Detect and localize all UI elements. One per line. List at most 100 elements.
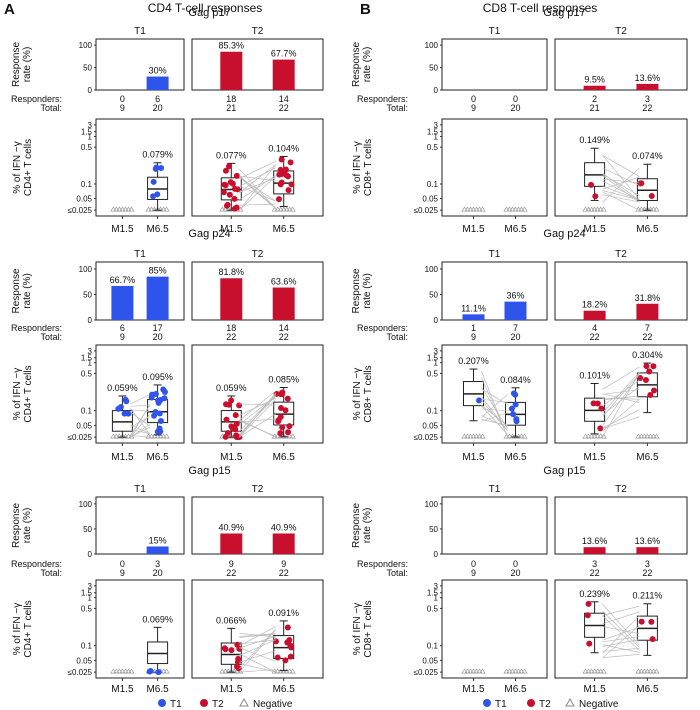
rate-plot-frame: [95, 38, 185, 91]
group-label: T1: [134, 484, 146, 495]
paired-line: [602, 398, 640, 432]
rate-bar: [636, 547, 659, 554]
y-axis-label-line: Response: [351, 503, 362, 548]
response-point: [224, 429, 231, 436]
paired-line: [602, 190, 640, 201]
group-t1: T1 09 M1.5 30% 620 M6.5 0.079%: [95, 26, 185, 235]
antigen-title: Gag p24: [543, 228, 585, 240]
y-axis-label-line: % of IFN −γ: [12, 603, 23, 656]
rate-data-label: 15%: [149, 535, 167, 545]
chart-a-gag-p24: Gag p24 Responserate (%) % of IFN −γCD4+ T…: [11, 228, 324, 463]
negative-marker: [219, 206, 226, 212]
negative-marker: [479, 433, 486, 439]
antigen-title: Gag p17: [543, 7, 585, 19]
pct-tick-label: ≤0.025: [414, 206, 439, 215]
negative-marker: [588, 206, 595, 212]
negative-marker: [509, 433, 516, 439]
antigen-title: Gag p24: [188, 228, 230, 240]
total-value: 22: [642, 568, 652, 578]
negative-marker: [277, 206, 284, 212]
paired-line: [481, 394, 508, 418]
negative-marker: [506, 668, 513, 674]
timepoint-label: M1.5: [583, 452, 606, 463]
negative-marker: [638, 668, 645, 674]
legend-t1-label: T1: [495, 699, 507, 710]
median-data-label: 0.084%: [500, 375, 531, 385]
timepoint-label: M1.5: [111, 452, 134, 463]
y-axis-label-line: CD8+ T cells: [363, 365, 374, 422]
negative-marker: [461, 668, 468, 674]
response-point: [510, 411, 517, 418]
response-point: [588, 181, 595, 188]
response-point: [235, 655, 242, 662]
y-axis-label-line: CD4+ T cells: [23, 600, 34, 657]
paired-line: [239, 177, 276, 193]
panel-letter-a: A: [4, 1, 15, 18]
timepoint-label: M6.5: [273, 684, 296, 695]
negative-marker: [116, 668, 123, 674]
negative-marker: [473, 668, 480, 674]
response-point: [638, 618, 645, 625]
paired-line: [602, 366, 640, 390]
negative-marker: [154, 206, 161, 212]
negative-marker: [647, 433, 654, 439]
timepoint-label: M6.5: [146, 224, 169, 235]
negative-marker: [512, 668, 519, 674]
pct-tick-label: 3: [88, 347, 93, 356]
rate-plot-frame: [441, 261, 548, 321]
paired-line: [602, 395, 640, 401]
response-point: [282, 407, 289, 414]
paired-line: [602, 604, 640, 646]
responders-value: 0: [120, 559, 125, 569]
total-value: 22: [590, 332, 600, 342]
negative-marker: [518, 206, 525, 212]
timepoint-label: M1.5: [462, 224, 485, 235]
negative-marker: [521, 433, 528, 439]
rate-data-label: 30%: [149, 66, 167, 76]
paired-line: [602, 155, 640, 200]
paired-line: [481, 405, 508, 435]
timepoint-label: M1.5: [111, 684, 134, 695]
response-point: [161, 388, 168, 395]
negative-marker: [647, 668, 654, 674]
paired-line: [602, 372, 640, 413]
negative-marker: [122, 206, 129, 212]
responders-value: 1: [471, 323, 476, 333]
negative-marker: [110, 206, 117, 212]
negative-marker: [289, 668, 296, 674]
timepoint-label: M6.5: [636, 452, 659, 463]
antigen-title: Gag p17: [188, 7, 230, 19]
rate-bar: [462, 314, 485, 320]
rate-tick-label: 50: [83, 290, 92, 299]
negative-marker: [157, 206, 164, 212]
response-point: [272, 638, 279, 645]
y-axis-label-line: CD8+ T cells: [363, 600, 374, 657]
pct-tick-label: 0.05: [76, 421, 92, 430]
legend-t1-label: T1: [170, 699, 182, 710]
y-axis-label-pct: % of IFN −γCD8+ T cells: [352, 139, 374, 196]
pct-tick-label: 3: [434, 582, 439, 591]
paired-line: [602, 176, 640, 190]
rate-data-label: 40.9%: [271, 522, 297, 532]
paired-line: [130, 429, 150, 434]
rate-plot-frame: [191, 496, 324, 555]
total-label: Total:: [386, 332, 408, 342]
median-data-label: 0.104%: [268, 143, 299, 153]
response-point: [222, 167, 229, 174]
timepoint-label: M6.5: [146, 452, 169, 463]
response-point: [637, 180, 644, 187]
negative-marker: [521, 668, 528, 674]
response-point: [642, 377, 649, 384]
rate-tick-label: 50: [83, 64, 92, 73]
total-value: 20: [510, 103, 520, 113]
responders-value: 0: [120, 94, 125, 104]
rate-data-label: 63.6%: [271, 277, 297, 287]
negative-marker: [476, 206, 483, 212]
negative-marker: [119, 206, 126, 212]
response-point: [279, 424, 286, 431]
response-point: [274, 654, 281, 661]
negative-marker: [125, 433, 132, 439]
